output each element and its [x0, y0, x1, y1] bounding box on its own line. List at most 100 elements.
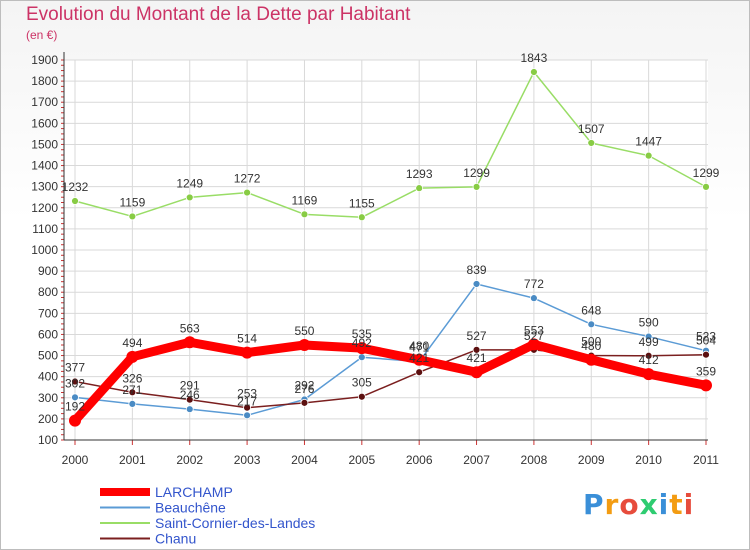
y-tick-label: 1400 [31, 159, 58, 173]
logo-letter: i [683, 488, 695, 521]
data-label: 253 [237, 387, 257, 401]
data-label: 302 [65, 376, 85, 390]
x-tick-label: 2010 [635, 453, 662, 467]
data-label: 359 [696, 364, 716, 378]
data-label: 535 [352, 327, 372, 341]
data-label: 648 [581, 303, 601, 317]
chart-title: Evolution du Montant de la Dette par Hab… [26, 4, 411, 25]
data-point [243, 411, 251, 420]
data-point [702, 182, 710, 191]
data-point [241, 346, 254, 359]
data-label: 1507 [578, 122, 605, 136]
x-tick-label: 2008 [521, 453, 548, 467]
data-label: 1159 [119, 195, 145, 209]
y-tick-label: 100 [38, 433, 58, 447]
data-point [185, 405, 194, 414]
data-label: 839 [467, 263, 487, 277]
data-point [587, 139, 596, 147]
data-point [472, 182, 481, 191]
data-label: 1232 [62, 180, 89, 194]
data-label: 499 [639, 335, 659, 349]
y-tick-label: 800 [38, 285, 58, 299]
x-tick-label: 2009 [578, 453, 605, 467]
y-tick-label: 300 [38, 391, 58, 405]
data-label: 480 [581, 339, 601, 353]
logo-letter: r [604, 488, 620, 521]
data-label: 500 [581, 335, 601, 349]
x-tick-label: 2005 [348, 453, 375, 467]
data-point [185, 193, 194, 202]
data-label: 305 [352, 376, 372, 390]
data-point [128, 212, 137, 221]
logo-letter: o [619, 488, 640, 521]
y-tick-label: 1500 [31, 137, 58, 151]
data-label: 1272 [234, 172, 261, 186]
data-label: 1843 [521, 51, 548, 65]
data-label: 772 [524, 277, 544, 291]
data-label: 192 [65, 400, 85, 414]
data-label: 292 [294, 378, 314, 392]
data-point [357, 353, 366, 362]
x-tick-label: 2000 [62, 453, 89, 467]
data-point [702, 350, 710, 359]
data-label: 553 [524, 323, 544, 337]
data-point [128, 399, 137, 408]
data-label: 1299 [463, 166, 490, 180]
proxiti-logo: Proxiti [583, 488, 694, 521]
data-label: 563 [180, 321, 200, 335]
data-point [300, 210, 309, 219]
y-tick-label: 1800 [31, 74, 58, 88]
data-point [357, 213, 366, 222]
data-point [642, 368, 655, 381]
y-tick-label: 1900 [31, 53, 58, 67]
data-label: 492 [352, 336, 372, 350]
x-tick-label: 2003 [234, 453, 261, 467]
data-point [413, 353, 426, 366]
data-point [527, 338, 540, 351]
data-point [355, 342, 368, 355]
data-label: 550 [294, 324, 314, 338]
y-tick-label: 1000 [31, 243, 58, 257]
series-line-beauch-ne [74, 283, 707, 417]
data-point [128, 388, 137, 397]
data-point [243, 403, 251, 412]
data-point [587, 320, 596, 329]
data-point [644, 151, 653, 160]
data-label: 494 [122, 336, 142, 350]
x-tick-label: 2001 [119, 453, 146, 467]
data-label: 1155 [349, 196, 375, 210]
data-point [126, 350, 139, 363]
x-tick-label: 2011 [693, 453, 719, 467]
legend-label: LARCHAMP [155, 484, 233, 500]
data-label: 1249 [176, 176, 203, 190]
data-label: 271 [122, 383, 142, 397]
data-point [183, 336, 196, 349]
data-point [415, 368, 424, 377]
data-label: 1293 [406, 167, 433, 181]
data-label: 377 [65, 361, 85, 375]
y-tick-label: 600 [38, 327, 58, 341]
data-label: 1447 [635, 135, 662, 149]
data-label: 1299 [693, 166, 720, 180]
data-label: 523 [696, 330, 716, 344]
data-label: 326 [122, 371, 142, 385]
data-point [470, 366, 483, 379]
data-point [585, 353, 598, 366]
data-point [472, 345, 481, 354]
data-point [71, 377, 79, 386]
data-point [71, 393, 79, 402]
data-point [415, 184, 424, 193]
legend-label: Saint-Cornier-des-Landes [155, 515, 315, 531]
data-label: 246 [180, 388, 200, 402]
data-label: 514 [237, 332, 257, 346]
data-point [69, 414, 81, 427]
data-point [298, 339, 311, 351]
data-label: 421 [467, 351, 487, 365]
data-label: 504 [696, 334, 716, 348]
y-tick-label: 900 [38, 264, 58, 278]
legend-label: Chanu [155, 531, 196, 547]
data-point [530, 294, 538, 303]
data-label: 527 [467, 329, 487, 343]
x-tick-label: 2006 [406, 453, 433, 467]
data-label: 421 [409, 351, 429, 365]
